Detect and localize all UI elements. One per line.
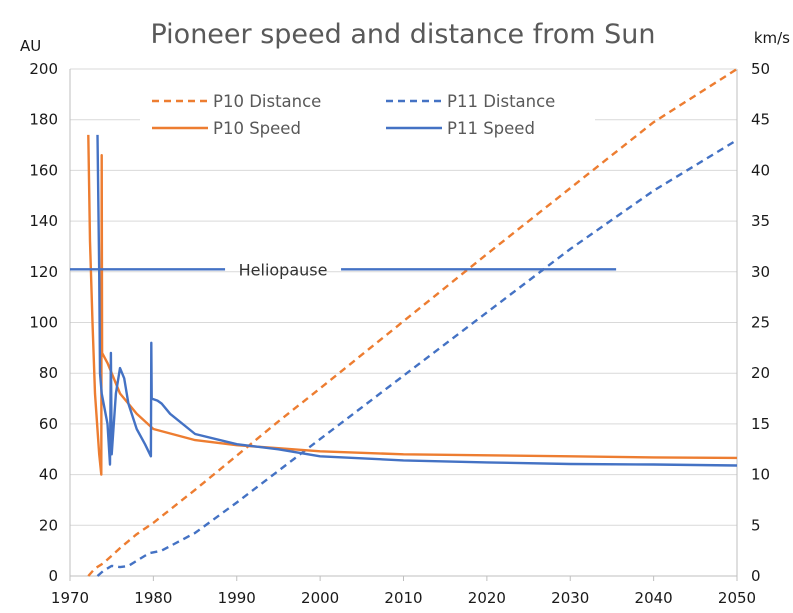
x-tick-label: 1990 bbox=[218, 589, 256, 607]
y-right-tick-label: 15 bbox=[751, 415, 770, 433]
y-left-tick-label: 160 bbox=[29, 161, 58, 179]
y-left-unit: AU bbox=[20, 37, 41, 55]
y-right-unit: km/s bbox=[754, 29, 790, 47]
y-left-tick-label: 20 bbox=[39, 516, 58, 534]
legend-label-p11-distance: P11 Distance bbox=[447, 92, 555, 111]
series-lines bbox=[87, 67, 738, 577]
axes bbox=[69, 69, 738, 581]
y-right-tick-label: 0 bbox=[751, 567, 761, 585]
y-left-tick-label: 100 bbox=[29, 314, 58, 332]
x-tick-labels: 1970 1980 1990 2000 2010 2020 2030 2040 2050 bbox=[51, 589, 756, 607]
y-left-tick-label: 200 bbox=[29, 60, 58, 78]
y-right-tick-label: 25 bbox=[751, 314, 770, 332]
series-line-p11-speed bbox=[96, 134, 738, 467]
y-left-tick-label: 0 bbox=[48, 567, 58, 585]
x-tick-label: 2000 bbox=[301, 589, 339, 607]
x-tick-label: 1970 bbox=[51, 589, 89, 607]
x-tick-label: 2050 bbox=[718, 589, 756, 607]
legend-label-p10-speed: P10 Speed bbox=[213, 119, 301, 138]
y-right-tick-label: 10 bbox=[751, 466, 770, 484]
y-left-tick-label: 60 bbox=[39, 415, 58, 433]
x-tick-label: 2010 bbox=[384, 589, 422, 607]
legend-label-p10-distance: P10 Distance bbox=[213, 92, 321, 111]
legend: P10 Distance P11 Distance P10 Speed P11 Spe… bbox=[140, 84, 595, 144]
x-tick-label: 1980 bbox=[134, 589, 172, 607]
x-tick-label: 2030 bbox=[551, 589, 589, 607]
series-line-p10-distance bbox=[87, 67, 738, 577]
y-left-tick-label: 80 bbox=[39, 364, 58, 382]
y-left-tick-label: 180 bbox=[29, 111, 58, 129]
y-right-tick-label: 30 bbox=[751, 263, 770, 281]
y-left-tick-label: 140 bbox=[29, 212, 58, 230]
y-left-tick-labels: 0 20 40 60 80 100 120 140 160 180 200 bbox=[29, 60, 58, 585]
annotations: Heliopause bbox=[70, 260, 617, 279]
chart-title: Pioneer speed and distance from Sun bbox=[150, 19, 655, 50]
legend-label-p11-speed: P11 Speed bbox=[447, 119, 535, 138]
y-right-tick-label: 5 bbox=[751, 516, 761, 534]
y-right-tick-label: 20 bbox=[751, 364, 770, 382]
series-line-p11-distance bbox=[96, 138, 738, 577]
y-left-tick-label: 40 bbox=[39, 466, 58, 484]
y-right-tick-label: 45 bbox=[751, 111, 770, 129]
annotation-label: Heliopause bbox=[239, 260, 328, 279]
y-right-tick-label: 35 bbox=[751, 212, 770, 230]
x-tick-label: 2040 bbox=[635, 589, 673, 607]
y-right-tick-label: 50 bbox=[751, 60, 770, 78]
y-right-tick-label: 40 bbox=[751, 161, 770, 179]
y-left-tick-label: 120 bbox=[29, 263, 58, 281]
legend-background bbox=[140, 84, 595, 144]
x-tick-label: 2020 bbox=[468, 589, 506, 607]
y-right-tick-labels: 0 5 10 15 20 25 30 35 40 45 50 bbox=[751, 60, 770, 585]
